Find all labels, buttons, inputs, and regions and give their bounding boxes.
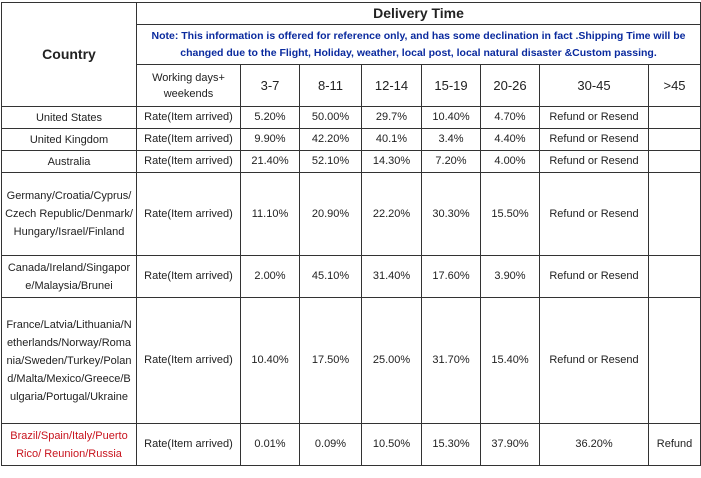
- value-cell: Refund or Resend: [539, 172, 649, 256]
- value-cell: Refund or Resend: [539, 297, 649, 424]
- col-8-11: 8-11: [299, 64, 362, 107]
- col-30-45: 30-45: [539, 64, 649, 107]
- value-cell: 4.40%: [480, 128, 540, 151]
- value-cell: 45.10%: [299, 255, 362, 298]
- shipping-note: Note: This information is offered for re…: [135, 24, 701, 65]
- value-cell: [647, 255, 701, 298]
- value-cell: 14.30%: [361, 150, 422, 173]
- value-cell: 52.10%: [299, 150, 362, 173]
- value-cell: [647, 172, 701, 256]
- value-cell: Refund or Resend: [539, 150, 649, 173]
- value-cell: 10.40%: [240, 297, 300, 424]
- title-row: Country Delivery Time: [1, 2, 701, 107]
- value-cell: 0.09%: [299, 423, 362, 466]
- table-row: United States Rate(Item arrived) 5.20% 5…: [1, 106, 701, 129]
- value-cell: [647, 150, 701, 173]
- value-cell: 2.00%: [240, 255, 300, 298]
- rate-label: Rate(Item arrived): [136, 106, 241, 129]
- value-cell: 17.60%: [421, 255, 481, 298]
- country-header: Country: [1, 2, 137, 107]
- value-cell: 20.90%: [299, 172, 362, 256]
- value-cell: [647, 128, 701, 151]
- value-cell: 9.90%: [240, 128, 300, 151]
- value-cell: 4.00%: [480, 150, 540, 173]
- value-cell: 17.50%: [299, 297, 362, 424]
- value-cell: 15.40%: [480, 297, 540, 424]
- value-cell: 50.00%: [299, 106, 362, 129]
- value-cell: 21.40%: [240, 150, 300, 173]
- value-cell: Refund: [647, 423, 701, 466]
- value-cell: [647, 106, 701, 129]
- value-cell: 5.20%: [240, 106, 300, 129]
- table-row: United Kingdom Rate(Item arrived) 9.90% …: [1, 128, 701, 151]
- column-header-row: Working days+ weekends 3-7 8-11 12-14 15…: [2, 64, 701, 107]
- value-cell: 10.40%: [421, 106, 481, 129]
- rate-label: Rate(Item arrived): [136, 150, 241, 173]
- value-cell: 37.90%: [480, 423, 540, 466]
- country-cell: Germany/Croatia/Cyprus/Czech Republic/De…: [1, 172, 137, 256]
- rate-label: Rate(Item arrived): [136, 172, 241, 256]
- value-cell: Refund or Resend: [539, 128, 649, 151]
- rate-label: Rate(Item arrived): [136, 297, 241, 424]
- country-cell: United Kingdom: [1, 128, 137, 151]
- rate-label: Rate(Item arrived): [136, 255, 241, 298]
- table-row: Germany/Croatia/Cyprus/Czech Republic/De…: [1, 172, 701, 256]
- value-cell: 31.70%: [421, 297, 481, 424]
- delivery-time-table: Country Delivery Time Note: This informa…: [1, 2, 701, 466]
- value-cell: 0.01%: [240, 423, 300, 466]
- value-cell: 10.50%: [361, 423, 422, 466]
- country-cell: Brazil/Spain/Italy/Puerto Rico/ Reunion/…: [1, 423, 137, 466]
- country-cell: Australia: [1, 150, 137, 173]
- rate-label: Rate(Item arrived): [136, 423, 241, 466]
- value-cell: 36.20%: [539, 423, 649, 466]
- value-cell: 11.10%: [240, 172, 300, 256]
- value-cell: 29.7%: [361, 106, 422, 129]
- country-cell: Canada/Ireland/Singapore/Malaysia/Brunei: [1, 255, 137, 298]
- value-cell: 40.1%: [361, 128, 422, 151]
- col-15-19: 15-19: [421, 64, 481, 107]
- col-20-26: 20-26: [480, 64, 540, 107]
- value-cell: 7.20%: [421, 150, 481, 173]
- value-cell: 25.00%: [361, 297, 422, 424]
- rate-label: Rate(Item arrived): [136, 128, 241, 151]
- value-cell: 31.40%: [361, 255, 422, 298]
- value-cell: 4.70%: [480, 106, 540, 129]
- value-cell: Refund or Resend: [539, 106, 649, 129]
- col-working-days: Working days+ weekends: [136, 64, 241, 107]
- value-cell: 22.20%: [361, 172, 422, 256]
- value-cell: [647, 297, 701, 424]
- value-cell: 3.4%: [421, 128, 481, 151]
- value-cell: Refund or Resend: [539, 255, 649, 298]
- col-12-14: 12-14: [361, 64, 422, 107]
- value-cell: 3.90%: [480, 255, 540, 298]
- note-row: Note: This information is offered for re…: [2, 24, 701, 65]
- table-row: Australia Rate(Item arrived) 21.40% 52.1…: [1, 150, 701, 173]
- value-cell: 42.20%: [299, 128, 362, 151]
- value-cell: 15.30%: [421, 423, 481, 466]
- country-cell: United States: [1, 106, 137, 129]
- table-row: France/Latvia/Lithuania/Netherlands/Norw…: [1, 297, 701, 424]
- country-cell: France/Latvia/Lithuania/Netherlands/Norw…: [1, 297, 137, 424]
- value-cell: 30.30%: [421, 172, 481, 256]
- table-row: Brazil/Spain/Italy/Puerto Rico/ Reunion/…: [1, 423, 701, 466]
- value-cell: 15.50%: [480, 172, 540, 256]
- col-3-7: 3-7: [240, 64, 300, 107]
- table-row: Canada/Ireland/Singapore/Malaysia/Brunei…: [1, 255, 701, 298]
- delivery-time-header: Delivery Time: [135, 2, 701, 25]
- col-over-45: >45: [647, 64, 701, 107]
